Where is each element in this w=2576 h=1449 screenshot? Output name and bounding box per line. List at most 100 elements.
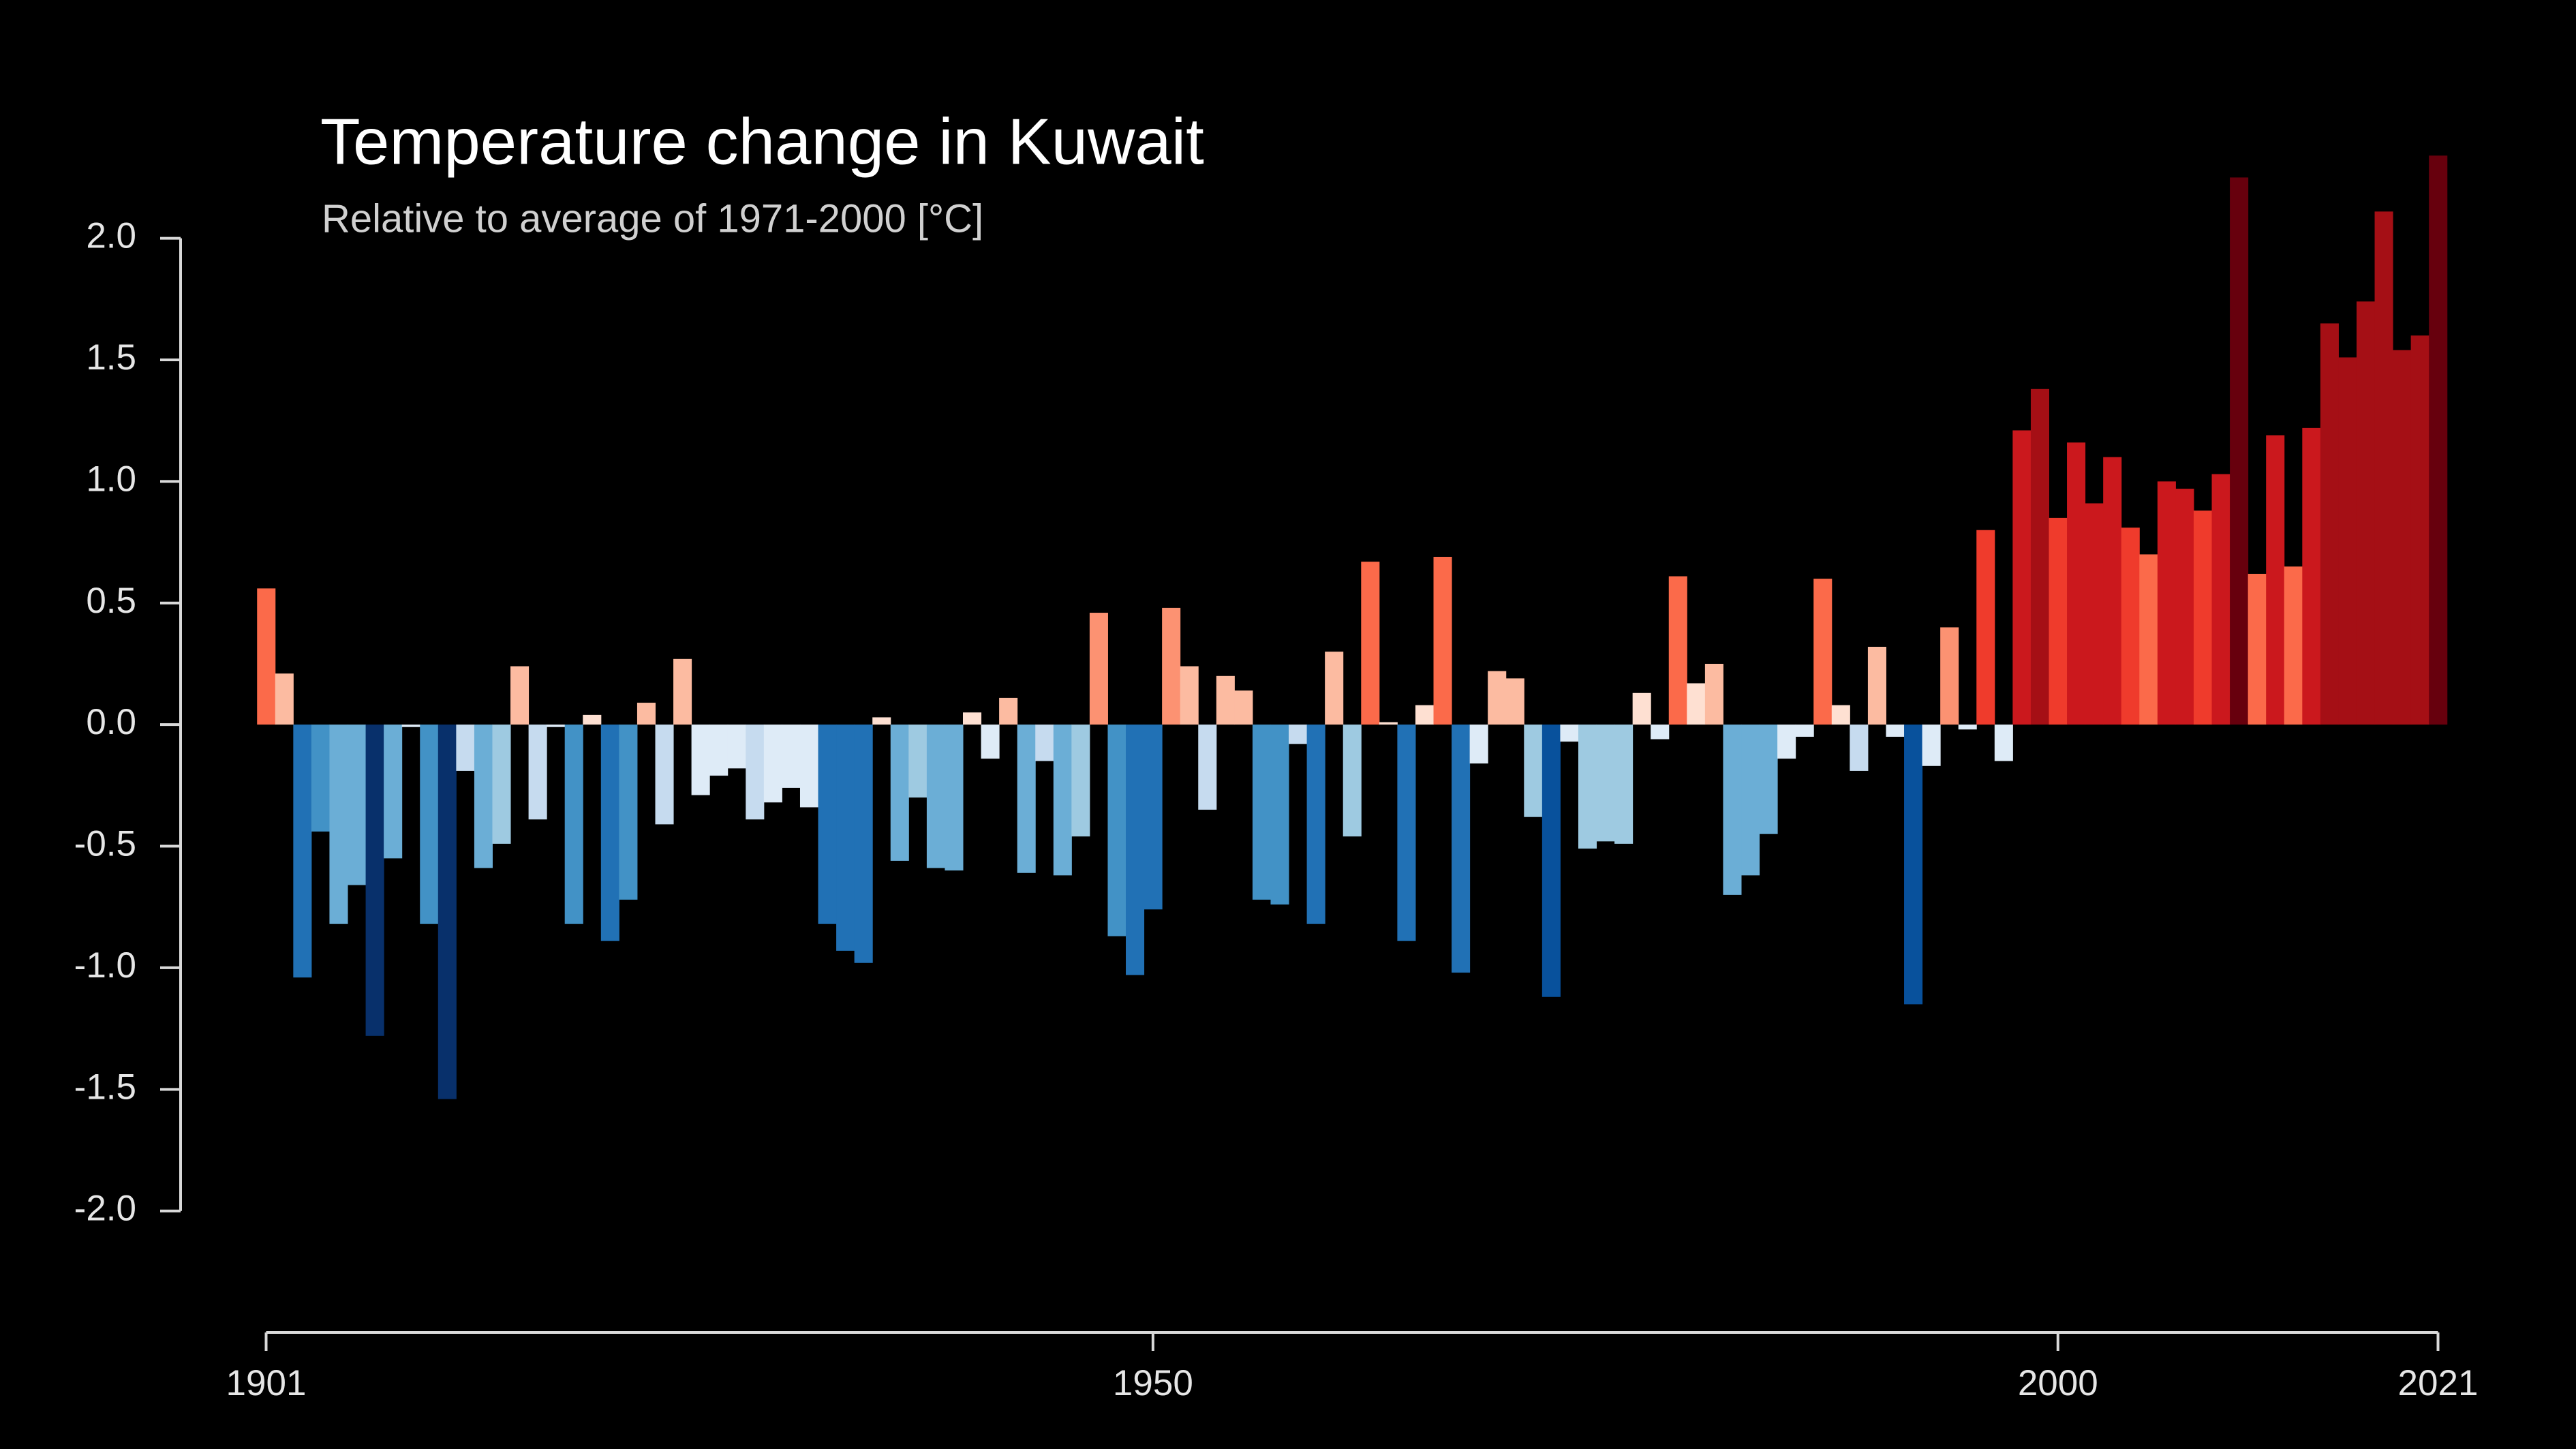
- bar: [1632, 692, 1651, 725]
- bar: [1578, 724, 1597, 849]
- bar: [2085, 503, 2104, 725]
- bar: [1325, 652, 1344, 725]
- y-tick-label: -0.5: [74, 824, 136, 864]
- bar: [293, 724, 312, 978]
- bar: [1071, 724, 1090, 837]
- bar: [1542, 724, 1561, 997]
- bar: [1723, 724, 1742, 895]
- bar: [1144, 724, 1163, 910]
- bar: [1252, 724, 1271, 900]
- bar: [1795, 724, 1814, 737]
- bar: [945, 724, 964, 871]
- bar: [1867, 646, 1886, 725]
- chart-subtitle: Relative to average of 1971-2000 [°C]: [322, 196, 983, 241]
- bar: [1940, 627, 1959, 725]
- bar: [456, 724, 475, 771]
- bar: [1053, 724, 1072, 876]
- bar: [655, 724, 674, 825]
- bar: [1524, 724, 1543, 817]
- bar: [1415, 705, 1435, 725]
- bar: [709, 724, 729, 776]
- bar: [1379, 722, 1398, 725]
- bar: [2356, 301, 2376, 725]
- bar: [908, 724, 927, 798]
- bar: [1994, 724, 2013, 761]
- bar: [1289, 724, 1308, 744]
- bar: [438, 724, 457, 1099]
- bar: [2320, 323, 2339, 725]
- bar: [348, 724, 367, 885]
- chart-title: Temperature change in Kuwait: [320, 105, 1204, 178]
- bar: [583, 714, 602, 725]
- bar: [1614, 724, 1634, 844]
- y-tick-label: 0.5: [86, 581, 136, 621]
- bar: [365, 724, 384, 1036]
- bar: [981, 724, 1000, 759]
- bar: [2030, 388, 2049, 725]
- x-tick-label: 1901: [226, 1363, 307, 1403]
- bar: [926, 724, 945, 868]
- bar: [2121, 528, 2140, 725]
- bar: [1107, 724, 1126, 936]
- y-tick-label: -2.0: [74, 1189, 136, 1229]
- bar: [1831, 705, 1850, 725]
- bar: [275, 673, 294, 725]
- bar: [890, 724, 909, 861]
- bar: [2211, 474, 2230, 725]
- bar: [1452, 724, 1471, 973]
- bar: [2139, 554, 2158, 725]
- bar: [1596, 724, 1615, 842]
- bar: [1976, 530, 1995, 725]
- bar: [510, 666, 530, 725]
- bar: [854, 724, 873, 963]
- bar: [1198, 724, 1217, 810]
- bar: [2338, 357, 2357, 725]
- bar: [799, 724, 819, 808]
- x-tick-label: 2021: [2398, 1363, 2479, 1403]
- bar: [1180, 666, 1199, 725]
- bar: [1469, 724, 1488, 764]
- bar: [1922, 724, 1941, 766]
- bar: [673, 658, 692, 725]
- bar: [1759, 724, 1778, 834]
- bar: [1668, 576, 1687, 725]
- bar: [600, 724, 619, 941]
- bar: [1850, 724, 1869, 771]
- bar: [2103, 457, 2122, 725]
- bar: [2374, 211, 2393, 725]
- bar: [763, 724, 782, 803]
- bar: [2049, 517, 2068, 725]
- bar: [746, 724, 765, 820]
- bar: [564, 724, 583, 924]
- bar: [1813, 579, 1833, 725]
- bar: [1216, 675, 1235, 725]
- bar: [1886, 724, 1905, 737]
- bar: [1270, 724, 1289, 905]
- bar: [1397, 724, 1416, 941]
- bar: [1651, 724, 1670, 739]
- bar: [1958, 724, 1977, 730]
- bar: [1560, 724, 1579, 742]
- bar: [782, 724, 801, 788]
- bar: [401, 724, 420, 727]
- y-tick-label: 1.0: [86, 459, 136, 499]
- y-tick-label: 2.0: [86, 216, 136, 256]
- bar: [727, 724, 746, 769]
- bar: [384, 724, 403, 859]
- bar: [1488, 671, 1507, 725]
- bar: [2429, 155, 2448, 725]
- bar: [1017, 724, 1036, 873]
- bar: [1433, 556, 1452, 725]
- bar: [1741, 724, 1760, 876]
- bar: [547, 724, 566, 727]
- bar: [2175, 489, 2194, 725]
- y-tick-label: 1.5: [86, 337, 136, 378]
- bar: [2284, 566, 2303, 725]
- bar: [637, 703, 656, 725]
- bar: [329, 724, 348, 924]
- x-tick-label: 2000: [2018, 1363, 2098, 1403]
- bar: [1777, 724, 1796, 759]
- y-tick-label: -1.0: [74, 945, 136, 986]
- bar: [2410, 335, 2429, 725]
